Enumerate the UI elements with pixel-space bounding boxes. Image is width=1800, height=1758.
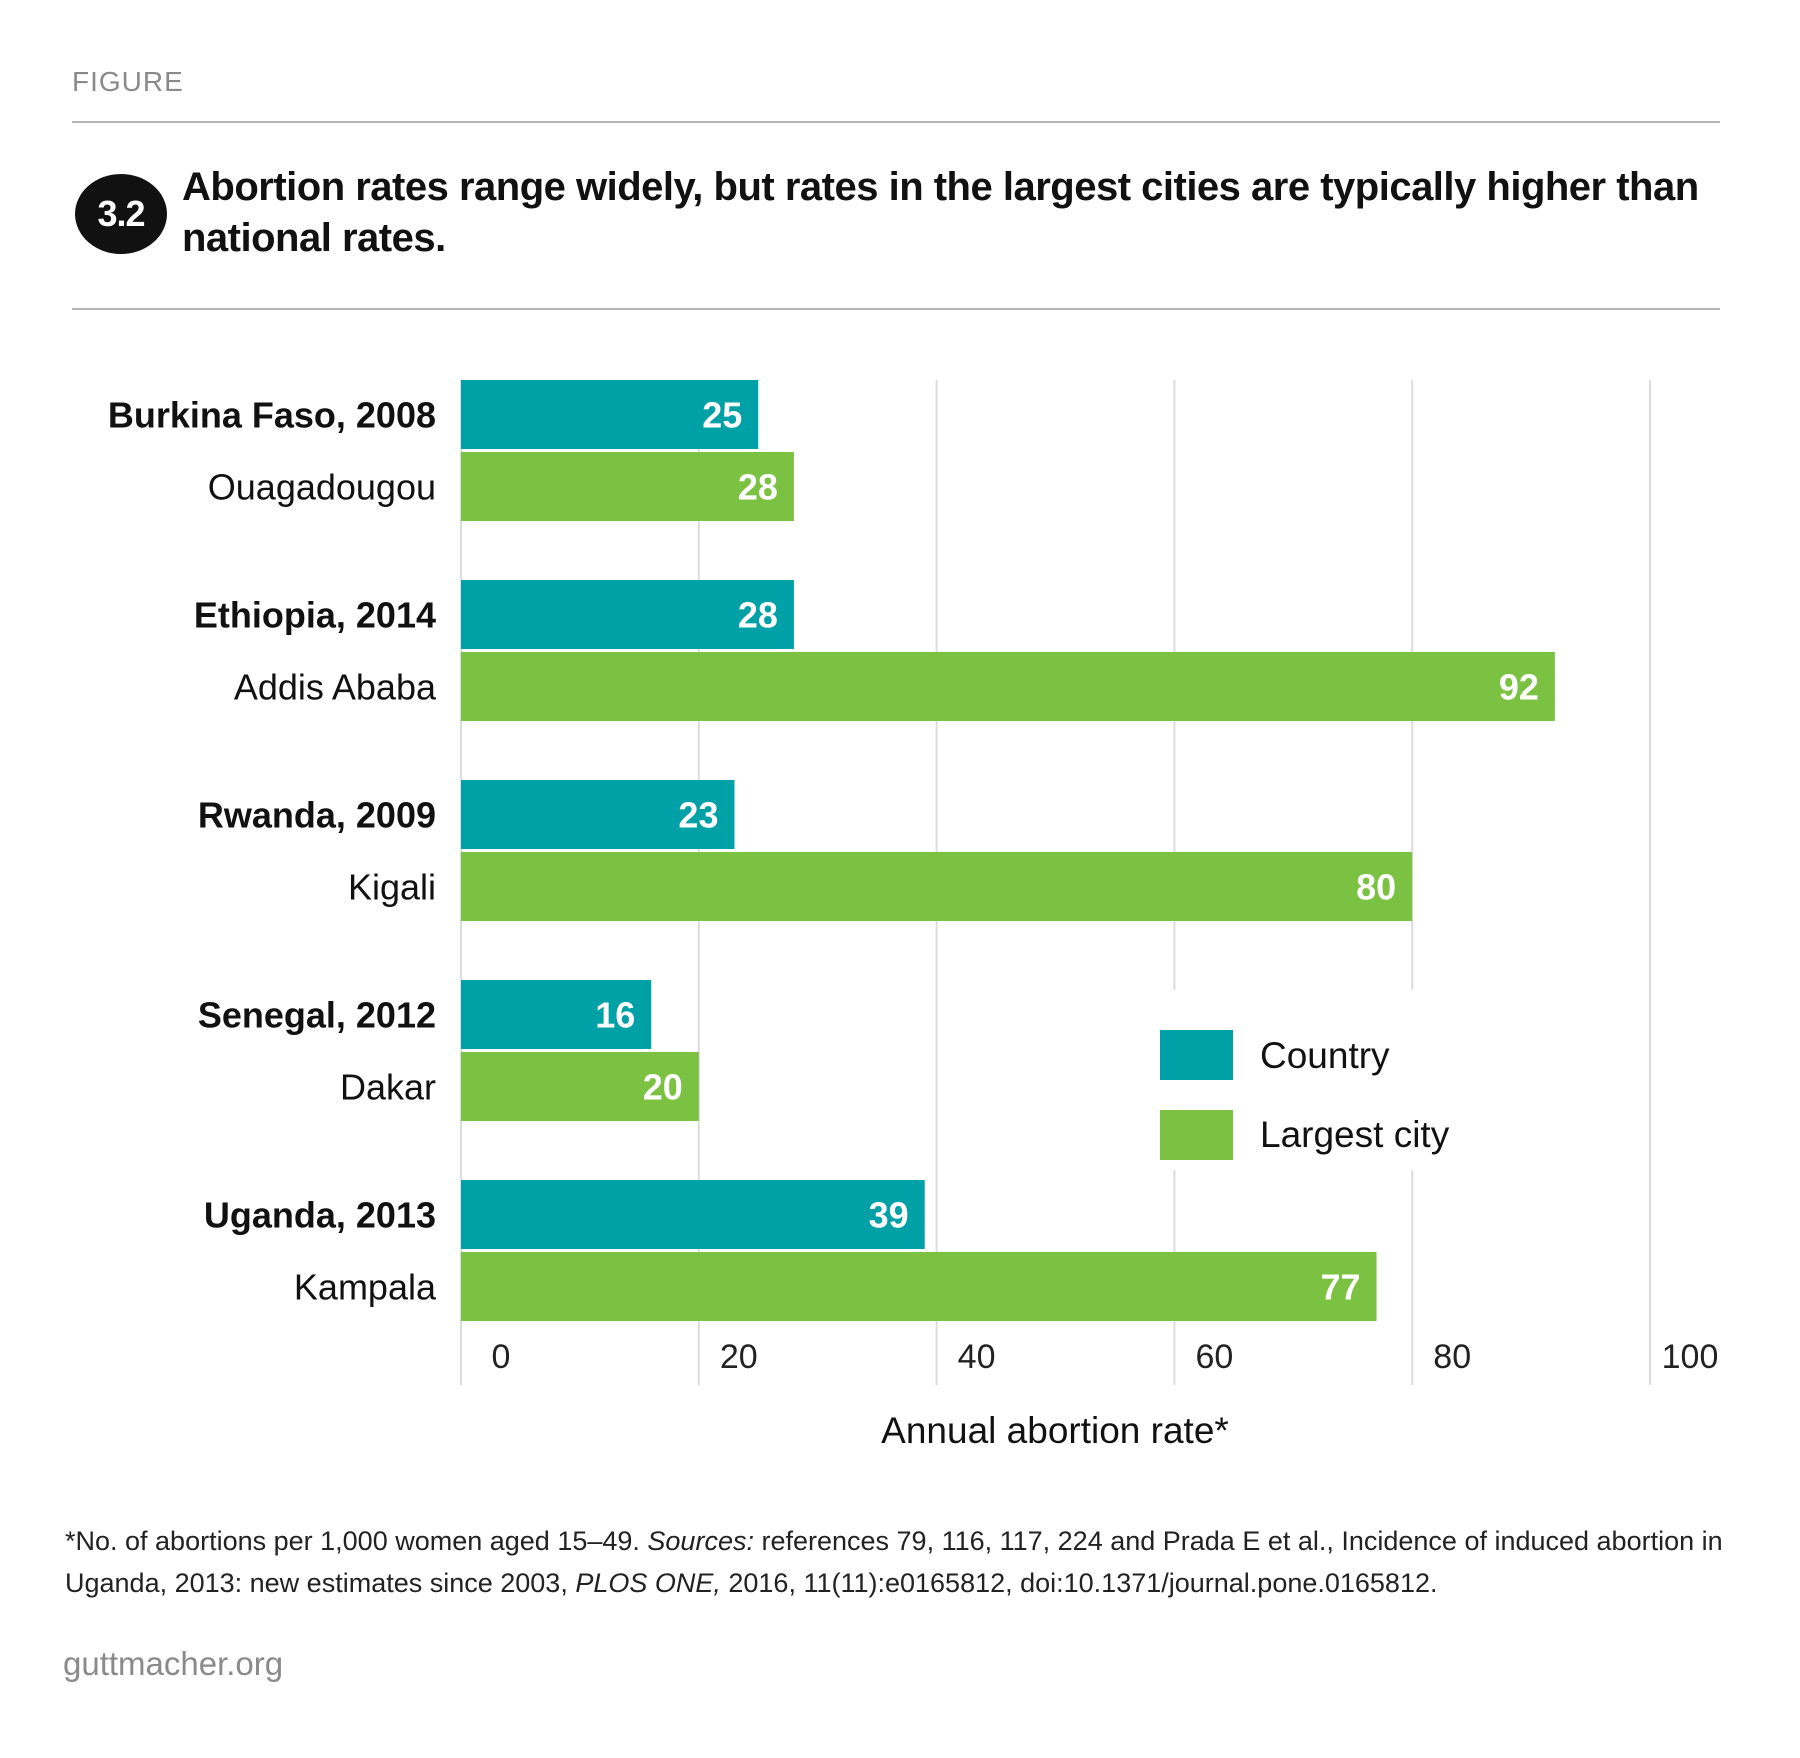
bar-value-label: 23	[678, 795, 718, 836]
title-rule	[72, 308, 1720, 310]
city-label: Kampala	[294, 1267, 437, 1308]
figure-eyebrow: FIGURE	[72, 66, 184, 97]
bar-value-label: 28	[738, 467, 778, 508]
legend-swatch-country	[1160, 1030, 1233, 1080]
footnote-definition: *No. of abortions per 1,000 women aged 1…	[65, 1526, 648, 1556]
bar-largest-city	[461, 452, 794, 521]
x-axis-label: Annual abortion rate*	[881, 1410, 1229, 1451]
city-label: Dakar	[340, 1067, 436, 1108]
country-label: Senegal, 2012	[198, 995, 436, 1036]
bar-value-label: 92	[1499, 667, 1539, 708]
x-tick-label-0: 0	[492, 1338, 511, 1376]
x-tick-label-100: 100	[1662, 1338, 1719, 1376]
chart-title: Abortion rates range widely, but rates i…	[182, 165, 1699, 260]
city-label: Addis Ababa	[234, 667, 437, 708]
legend-swatch-largest-city	[1160, 1110, 1233, 1160]
x-tick-label-60: 60	[1195, 1338, 1233, 1376]
footnote-sources-label: Sources:	[647, 1526, 754, 1556]
x-tick-label-40: 40	[958, 1338, 996, 1376]
country-label: Uganda, 2013	[204, 1195, 436, 1236]
footnote-citation: 2016, 11(11):e0165812, doi:10.1371/journ…	[720, 1568, 1438, 1598]
bar-country	[461, 580, 794, 649]
footnote-references: references 79, 116, 117, 224 and Prada E…	[65, 1526, 1723, 1598]
top-rule	[72, 121, 1720, 123]
x-tick-label-20: 20	[720, 1338, 758, 1376]
bar-value-label: 80	[1356, 867, 1396, 908]
country-label: Ethiopia, 2014	[194, 595, 436, 636]
bar-value-label: 20	[643, 1067, 683, 1108]
footnote-journal: PLOS ONE,	[575, 1568, 721, 1598]
bar-value-label: 77	[1320, 1267, 1360, 1308]
figure-number-badge: 3.2	[75, 174, 167, 254]
bar-value-label: 39	[869, 1195, 909, 1236]
legend-label-country: Country	[1260, 1035, 1390, 1076]
city-label: Ouagadougou	[208, 467, 436, 508]
legend-label-largest-city: Largest city	[1260, 1114, 1450, 1155]
bar-chart: 0 20 40 60 80 100 25 28 Burkina Faso, 2008 Ouagad…	[108, 380, 1719, 1451]
bar-country	[461, 780, 735, 849]
bar-country	[461, 380, 759, 449]
brand-url[interactable]: guttmacher.org	[63, 1645, 284, 1682]
bar-largest-city	[461, 652, 1555, 721]
bar-largest-city	[461, 852, 1413, 921]
country-label: Burkina Faso, 2008	[108, 395, 436, 436]
footnote: *No. of abortions per 1,000 women aged 1…	[65, 1520, 1755, 1604]
bar-largest-city	[461, 1052, 699, 1121]
bar-largest-city	[461, 1252, 1377, 1321]
bar-value-label: 16	[595, 995, 635, 1036]
x-tick-label-80: 80	[1433, 1338, 1471, 1376]
bar-country	[461, 980, 652, 1049]
bar-value-label: 28	[738, 595, 778, 636]
city-label: Kigali	[348, 867, 436, 908]
bar-country	[461, 1180, 925, 1249]
country-label: Rwanda, 2009	[198, 795, 436, 836]
bar-value-label: 25	[702, 395, 742, 436]
